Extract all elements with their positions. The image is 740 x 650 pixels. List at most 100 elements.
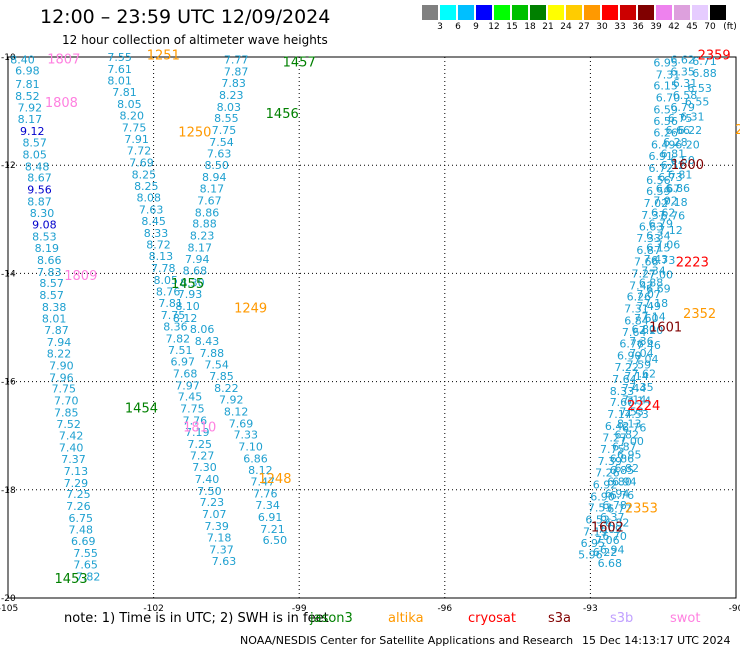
pass-time-labels: 1807 1808 1809 1810 1251 1250 1249 1248 1457 1456…: [45, 48, 740, 587]
wave-height-value: 7.64: [622, 326, 647, 339]
pass-time-label: 23: [735, 123, 740, 138]
wave-height-value: 6.97: [170, 356, 195, 369]
wave-height-value: 8.13: [149, 250, 174, 263]
wave-height-value: 7.44: [622, 382, 647, 395]
wave-height-value: 7.72: [127, 145, 152, 158]
wave-height-value: 6.53: [687, 82, 712, 95]
legend-swatch: [494, 5, 510, 20]
wave-height-value: 8.01: [107, 74, 132, 87]
legend-swatch: [584, 5, 600, 20]
wave-height-value: 6.67: [656, 182, 681, 195]
wave-height-value: 6.81: [668, 168, 693, 181]
wave-height-value: 7.53: [624, 408, 649, 421]
wave-height-value: 7.85: [54, 406, 79, 419]
wave-height-value: 6.75: [668, 112, 693, 125]
lat-tick-label: -12: [1, 161, 16, 171]
wave-height-value: 6.76: [610, 489, 635, 502]
wave-height-value: 7.02: [653, 194, 678, 207]
wave-height-value: 7.76: [253, 488, 278, 501]
wave-height-value: 6.50: [263, 534, 288, 547]
lat-tick-label: -10: [1, 53, 16, 63]
wave-height-value: 7.14: [622, 393, 647, 406]
credit-line: NOAA/NESDIS Center for Satellite Applica…: [240, 634, 574, 647]
wave-height-value: 7.39: [598, 455, 623, 468]
legend-label: 18: [524, 22, 536, 32]
wave-height-value: 8.08: [136, 192, 161, 205]
wave-height-value: 5.96: [578, 549, 603, 562]
wave-height-value: 8.48: [25, 160, 50, 173]
wave-height-value: 7.26: [595, 466, 620, 479]
wave-height-value: 8.25: [134, 180, 159, 193]
wave-height-value: 7.82: [76, 570, 101, 583]
wave-height-value: 6.68: [598, 557, 623, 570]
lat-tick-label: -18: [1, 486, 16, 496]
satellite-name-s3a: s3a: [548, 611, 572, 626]
wave-height-value: 7.51: [168, 344, 193, 357]
wave-height-value: 7.50: [197, 485, 222, 498]
wave-height-value: 7.65: [73, 558, 98, 571]
legend-label: 3: [437, 22, 443, 32]
lon-tick-label: -90: [729, 604, 740, 614]
wave-height-value: 6.26: [627, 291, 652, 304]
wave-height-value: 8.66: [37, 254, 62, 267]
wave-height-value: 7.94: [185, 253, 210, 266]
wave-height-value: 7.76: [183, 415, 208, 428]
pass-time-label: 1454: [125, 402, 158, 417]
wave-height-value: 6.59: [653, 103, 678, 116]
wave-height-value: 8.38: [42, 301, 67, 314]
lon-tick-label: -105: [0, 604, 18, 614]
wave-height-value: 6.35: [670, 66, 695, 79]
wave-height-value: 6.73: [651, 254, 676, 267]
wave-height-value: 7.81: [112, 86, 137, 99]
wave-height-value: 7.31: [624, 303, 649, 316]
pass-time-label: 1808: [45, 96, 78, 111]
wave-height-value: 6.87: [612, 441, 637, 454]
wave-height-value: 7.18: [644, 297, 669, 310]
legend-swatch: [656, 5, 672, 20]
wave-height-value: 7.19: [583, 525, 608, 538]
legend-swatch: [674, 5, 690, 20]
wave-height-value: 8.87: [27, 195, 52, 208]
wave-height-value: 7.83: [37, 266, 62, 279]
wave-height-value: 6.71: [692, 55, 717, 68]
wave-height-value: 6.62: [651, 206, 676, 219]
wave-height-value: 7.40: [59, 442, 84, 455]
wave-height-value: 6.15: [653, 80, 678, 93]
wave-height-value: 8.94: [202, 171, 227, 184]
wave-height-value: 7.63: [139, 204, 164, 217]
wave-height-value: 7.91: [124, 133, 149, 146]
wave-height-value: 7.75: [52, 383, 77, 396]
pass-time-label: 1602: [591, 521, 624, 536]
wave-height-value: 7.22: [615, 361, 640, 374]
wave-height-value: 6.56: [646, 174, 671, 187]
legend-swatch: [530, 5, 546, 20]
lon-tick-label: -102: [143, 604, 163, 614]
wave-height-value: 7.47: [251, 476, 276, 489]
wave-height-value: 8.19: [35, 242, 60, 255]
wave-height-value: 6.49: [651, 139, 676, 152]
wave-height-value: 7.42: [59, 430, 84, 443]
wave-height-value: 6.81: [661, 147, 686, 160]
wave-height-value: 9.56: [27, 184, 52, 197]
wave-height-value: 7.69: [129, 156, 154, 169]
pass-time-label: 1456: [266, 107, 299, 122]
wave-height-value: 8.03: [217, 101, 242, 114]
wave-height-value: 6.82: [615, 429, 640, 442]
wave-height-value: 6.91: [258, 511, 283, 524]
wave-height-value: 8.57: [39, 289, 64, 302]
wave-height-value: 6.62: [670, 54, 695, 67]
wave-height-value: 7.78: [151, 262, 176, 275]
legend-swatch: [710, 5, 726, 20]
wave-height-value: 6.77: [607, 503, 632, 516]
wave-height-value: 8.50: [204, 159, 229, 172]
wave-height-value: 7.63: [212, 555, 237, 568]
satellite-tracks: 8.406.987.818.527.928.179.128.578.058.48…: [10, 51, 716, 583]
wave-height-value: 7.39: [204, 520, 229, 533]
lat-tick-label: -14: [1, 269, 16, 279]
wave-height-value: 7.59: [627, 358, 652, 371]
wave-height-value: 8.33: [144, 227, 169, 240]
wave-height-value: 6.15: [646, 241, 671, 254]
pass-time-label: 1600: [671, 158, 704, 173]
lon-tick-label: -96: [437, 604, 452, 614]
generation-timestamp: 15 Dec 14:13:17 UTC 2024: [582, 634, 731, 647]
